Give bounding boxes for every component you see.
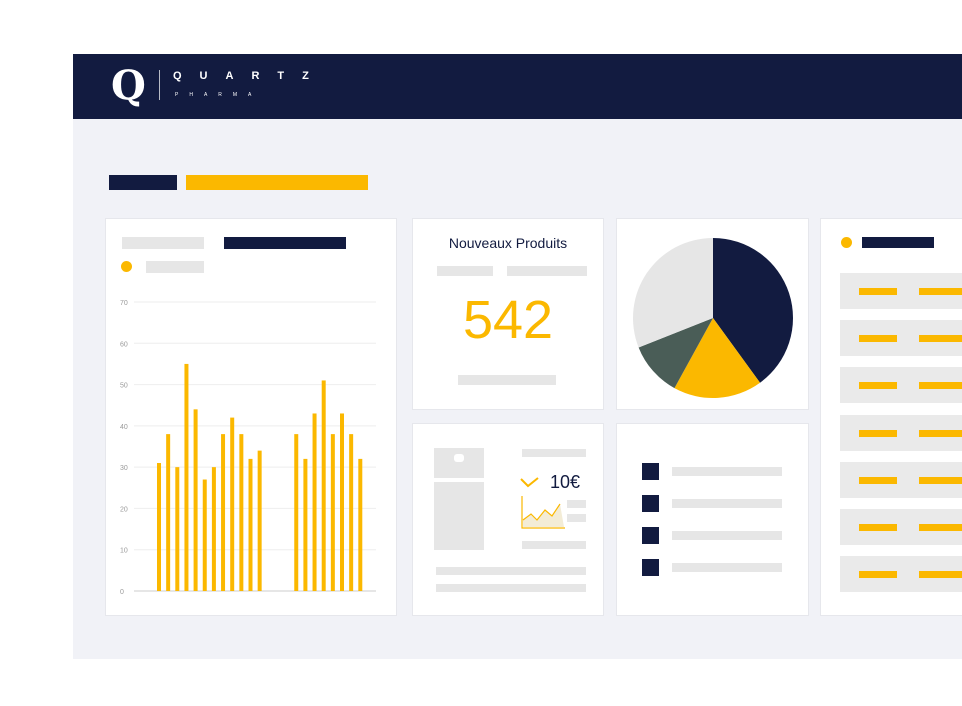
page-subtitle-placeholder bbox=[186, 175, 368, 190]
y-tick-label: 60 bbox=[120, 341, 128, 348]
pie-slice bbox=[633, 238, 713, 348]
checkbox[interactable] bbox=[642, 527, 659, 544]
row-bar-b bbox=[919, 430, 962, 437]
dashboard-window: Q QUARTZ PHARMA 0 10 20 30 40 50 60 70 Nouveaux… bbox=[73, 54, 962, 659]
bar bbox=[303, 458, 308, 591]
bar bbox=[184, 363, 189, 591]
bar bbox=[340, 413, 344, 591]
bar bbox=[257, 450, 262, 591]
ranking-legend-dot bbox=[841, 237, 852, 248]
checkbox[interactable] bbox=[642, 559, 659, 576]
ranking-row[interactable] bbox=[840, 415, 962, 451]
chart-title-placeholder bbox=[224, 237, 346, 249]
product-desc-placeholder-2 bbox=[436, 584, 586, 592]
logo-icon[interactable]: Q bbox=[111, 62, 146, 109]
row-bar-a bbox=[859, 524, 897, 531]
bar bbox=[166, 434, 171, 591]
bar bbox=[349, 434, 354, 591]
bar bbox=[230, 417, 235, 591]
bar bbox=[211, 467, 216, 591]
y-tick-label: 20 bbox=[120, 506, 128, 513]
row-bar-a bbox=[859, 477, 897, 484]
checkbox[interactable] bbox=[642, 495, 659, 512]
product-price: 10€ bbox=[550, 472, 581, 492]
checkbox[interactable] bbox=[642, 463, 659, 480]
kpi-footer-placeholder bbox=[458, 375, 556, 385]
row-bar-b bbox=[919, 382, 962, 389]
product-card[interactable]: 10€ bbox=[412, 423, 604, 616]
app-header: Q QUARTZ PHARMA bbox=[73, 54, 962, 119]
bar-chart: 0 10 20 30 40 50 60 70 bbox=[120, 300, 376, 596]
bar bbox=[321, 380, 326, 591]
y-tick-label: 40 bbox=[120, 424, 128, 431]
product-meta-placeholder-1 bbox=[567, 500, 586, 508]
product-meta-placeholder-3 bbox=[522, 541, 586, 549]
ranking-card[interactable] bbox=[820, 218, 962, 616]
pie-chart-card[interactable] bbox=[616, 218, 809, 410]
y-tick-label: 70 bbox=[120, 300, 128, 307]
y-tick-label: 10 bbox=[120, 548, 128, 555]
checklist-item-placeholder bbox=[672, 563, 782, 572]
pie-slice bbox=[713, 238, 793, 383]
bar bbox=[202, 479, 207, 591]
product-box-icon bbox=[434, 448, 484, 550]
y-tick-label: 50 bbox=[120, 383, 128, 390]
pie-slice bbox=[674, 318, 761, 398]
kpi-value: 542 bbox=[462, 290, 554, 350]
pie-chart bbox=[633, 238, 793, 398]
bar-chart-card[interactable]: 0 10 20 30 40 50 60 70 bbox=[105, 218, 397, 616]
row-bar-b bbox=[919, 571, 962, 578]
checklist-card[interactable] bbox=[616, 423, 809, 616]
row-bar-b bbox=[919, 524, 962, 531]
row-bar-a bbox=[859, 571, 897, 578]
pie-slice bbox=[638, 318, 713, 389]
brand-subtitle: PHARMA bbox=[175, 92, 263, 98]
ranking-row[interactable] bbox=[840, 462, 962, 498]
product-desc-placeholder-1 bbox=[436, 567, 586, 575]
bar bbox=[175, 467, 180, 591]
ranking-row[interactable] bbox=[840, 509, 962, 545]
row-bar-b bbox=[919, 288, 962, 295]
bar bbox=[157, 463, 161, 591]
bar bbox=[221, 434, 226, 591]
row-bar-a bbox=[859, 382, 897, 389]
sparkline-chart bbox=[521, 496, 565, 529]
kpi-card[interactable]: Nouveaux Produits 542 bbox=[412, 218, 604, 410]
row-bar-b bbox=[919, 477, 962, 484]
legend-dot bbox=[121, 261, 132, 272]
kpi-sub-placeholder-1 bbox=[437, 266, 493, 276]
trend-down-icon bbox=[520, 477, 539, 488]
kpi-sub-placeholder-2 bbox=[507, 266, 587, 276]
ranking-title-placeholder bbox=[862, 237, 934, 248]
ranking-row[interactable] bbox=[840, 320, 962, 356]
checklist-item-placeholder bbox=[672, 467, 782, 476]
ranking-row[interactable] bbox=[840, 367, 962, 403]
row-bar-a bbox=[859, 430, 897, 437]
bar bbox=[312, 413, 317, 591]
legend-label-placeholder bbox=[146, 261, 204, 273]
bar bbox=[358, 458, 363, 591]
kpi-title: Nouveaux Produits bbox=[448, 235, 568, 251]
y-tick-label: 0 bbox=[120, 589, 124, 596]
checklist-item-placeholder bbox=[672, 531, 782, 540]
row-bar-b bbox=[919, 335, 962, 342]
product-meta-placeholder-2 bbox=[567, 514, 586, 522]
checklist-item-placeholder bbox=[672, 499, 782, 508]
ranking-row[interactable] bbox=[840, 273, 962, 309]
ranking-row[interactable] bbox=[840, 556, 962, 592]
bar bbox=[193, 409, 198, 591]
product-name-placeholder bbox=[522, 449, 586, 457]
bar bbox=[248, 458, 253, 591]
bar bbox=[330, 434, 335, 591]
chart-label-placeholder bbox=[122, 237, 204, 249]
bar bbox=[294, 434, 299, 591]
row-bar-a bbox=[859, 288, 897, 295]
bar bbox=[239, 434, 244, 591]
brand-name: QUARTZ bbox=[173, 70, 327, 82]
row-bar-a bbox=[859, 335, 897, 342]
logo-divider bbox=[159, 70, 160, 100]
page-title-placeholder bbox=[109, 175, 177, 190]
y-tick-label: 30 bbox=[120, 465, 128, 472]
